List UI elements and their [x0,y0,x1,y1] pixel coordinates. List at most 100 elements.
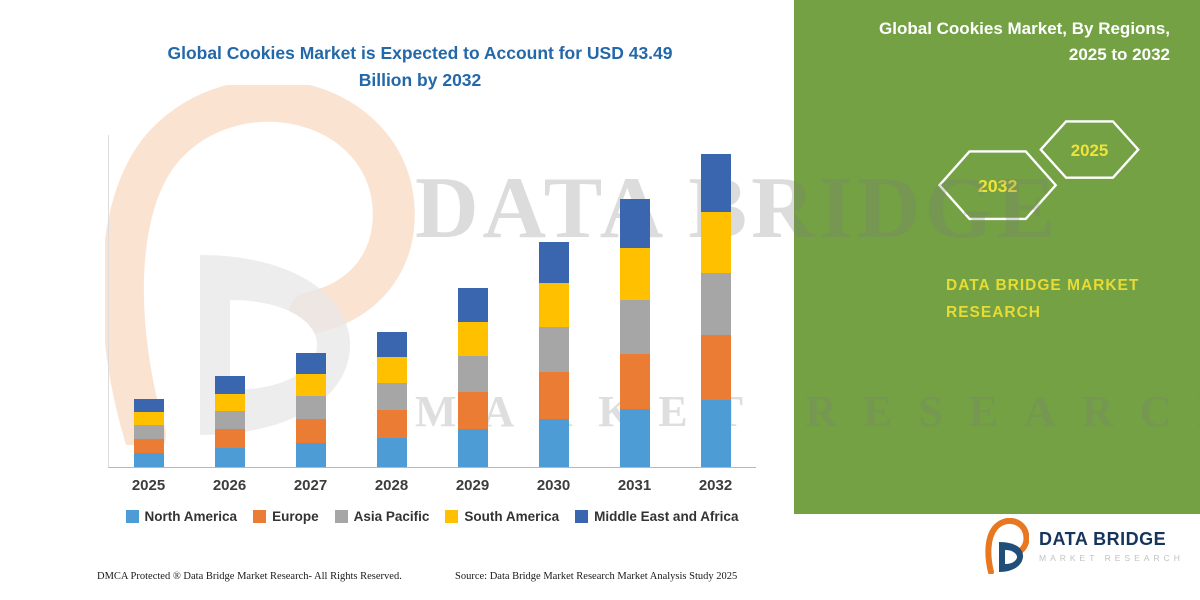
bar-segment-middle-east-and-africa [296,352,327,375]
legend-item-europe: Europe [253,509,319,524]
logo-b-hole [1005,550,1017,564]
legend-label-south-america: South America [464,509,560,524]
panel-heading-line2: 2025 to 2032 [1068,45,1170,65]
dmca-notice: DMCA Protected ® Data Bridge Market Rese… [97,571,402,582]
bar-segment-north-america [296,442,327,467]
x-axis-label-2030: 2030 [536,477,571,494]
panel-brand-line2: RESEARCH [946,304,1041,322]
bar-segment-south-america [377,356,408,383]
bar-column-2028 [352,331,433,467]
legend-swatch-north-america [125,510,139,523]
bar-segment-middle-east-and-africa [619,198,650,249]
bar-segment-north-america [700,400,731,467]
bar-segment-asia-pacific [377,382,408,411]
panel-heading: Global Cookies Market, By Regions, 2025 … [879,16,1170,69]
stacked-bar-chart: 2025 2026 2027 2028 2029 2030 2031 2032 North A… [108,135,756,524]
x-axis-label-2031: 2031 [617,477,652,494]
legend-label-asia-pacific: Asia Pacific [353,509,430,524]
bar-segment-asia-pacific [457,356,488,393]
bar-segment-north-america [377,438,408,467]
chart-title: Global Cookies Market is Expected to Acc… [110,40,730,94]
hexagon-2025-shape [1039,120,1140,179]
bar-segment-europe [134,438,165,453]
company-logo-text: DATA BRIDGE MARKET RESEARCH [1039,529,1184,563]
bar-segment-middle-east-and-africa [377,331,408,357]
watermark-b-hole [230,300,317,390]
company-logo-icon [985,518,1029,574]
bar-segment-europe [377,410,408,439]
panel-brand-line1: DATA BRIDGE MARKET [946,277,1140,294]
watermark-swoosh [101,79,415,456]
bar-segment-asia-pacific [296,395,327,419]
bar-column-2026 [190,376,271,467]
chart-title-line2: Billion by 2032 [358,70,482,91]
company-subtitle: MARKET RESEARCH [1039,553,1184,563]
bar-segment-middle-east-and-africa [215,376,246,394]
company-logo: DATA BRIDGE MARKET RESEARCH [985,518,1184,574]
bar-segment-south-america [700,212,731,273]
bar-segment-south-america [619,248,650,301]
bar-segment-north-america [215,447,246,467]
bar-segment-asia-pacific [215,410,246,429]
bar-column-2030 [513,241,594,467]
hexagon-2032-label: 2032 [978,176,1018,196]
bar-segment-asia-pacific [700,272,731,336]
legend-item-south-america: South America [445,509,559,524]
bar-segment-south-america [538,283,569,327]
stacked-bar [619,198,650,467]
bar-segment-south-america [134,412,165,426]
x-axis-label-2028: 2028 [374,477,409,494]
stacked-bar [538,241,569,467]
bar-segment-north-america [457,428,488,467]
logo-swoosh [985,518,1029,574]
bar-segment-south-america [296,374,327,396]
legend-item-north-america: North America [125,509,238,524]
legend-label-europe: Europe [272,509,319,524]
bar-segment-south-america [215,393,246,411]
plot-area [108,135,756,468]
bar-segment-europe [619,354,650,410]
stacked-bar [296,352,327,467]
stacked-bar [134,399,165,467]
side-panel: Global Cookies Market, By Regions, 2025 … [794,0,1200,514]
legend-swatch-europe [253,510,267,523]
bar-segment-middle-east-and-africa [134,399,165,413]
bar-column-2027 [271,352,352,467]
legend-swatch-middle-east-and-africa [575,510,589,523]
bar-segment-north-america [538,418,569,467]
bar-segment-europe [538,372,569,419]
bar-segment-north-america [619,409,650,467]
x-axis-labels: 2025 2026 2027 2028 2029 2030 2031 2032 [108,477,756,494]
legend-label-middle-east-and-africa: Middle East and Africa [594,509,739,524]
bar-segment-south-america [457,321,488,357]
x-axis-label-2027: 2027 [293,477,328,494]
bar-column-2031 [594,198,675,467]
stacked-bar [700,153,731,467]
bar-segment-asia-pacific [538,326,569,373]
x-axis-label-2029: 2029 [455,477,490,494]
bar-segment-middle-east-and-africa [700,153,731,213]
hexagons-graphic: 2032 2025 [937,120,1140,221]
bar-segment-middle-east-and-africa [457,288,488,322]
bar-segment-asia-pacific [134,425,165,439]
bar-segment-europe [457,392,488,429]
chart-legend: North America Europe Asia Pacific South Ame… [108,509,756,524]
stacked-bar [457,288,488,467]
x-axis-label-2032: 2032 [698,477,733,494]
x-axis-label-2025: 2025 [131,477,166,494]
source-note: Source: Data Bridge Market Research Mark… [455,571,738,582]
bar-segment-europe [700,335,731,400]
bar-column-2025 [109,399,190,467]
legend-swatch-south-america [445,510,459,523]
company-name: DATA BRIDGE [1039,529,1167,549]
chart-title-line1: Global Cookies Market is Expected to Acc… [167,43,673,63]
stacked-bar [215,376,246,467]
text-watermark-line1: DATA BRIDGE [415,160,1060,257]
panel-brand: DATA BRIDGE MARKET RESEARCH [946,272,1139,326]
legend-label-north-america: North America [144,509,238,524]
hexagon-2025-label: 2025 [1071,141,1109,160]
legend-item-asia-pacific: Asia Pacific [334,509,430,524]
bar-column-2032 [675,153,756,467]
panel-heading-line1: Global Cookies Market, By Regions, [879,19,1170,38]
